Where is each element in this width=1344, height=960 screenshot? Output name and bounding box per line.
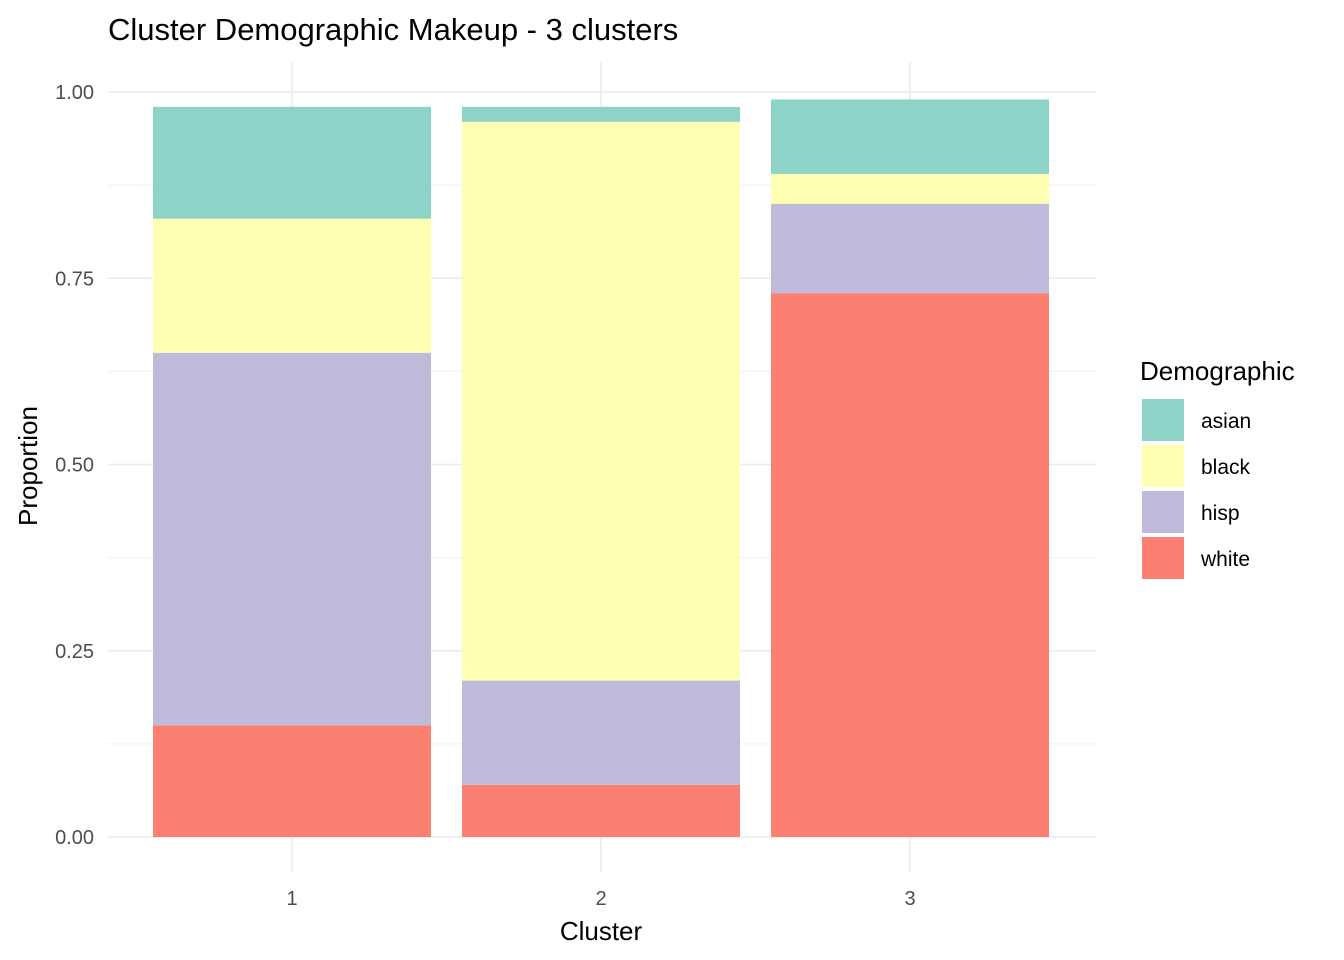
bar-segment-asian-cluster-3 bbox=[771, 99, 1049, 174]
y-tick-label: 0.75 bbox=[55, 268, 94, 290]
y-axis-title: Proportion bbox=[13, 406, 43, 526]
x-tick-label: 1 bbox=[286, 888, 297, 910]
legend-label-asian: asian bbox=[1201, 410, 1251, 433]
legend-swatch-asian bbox=[1142, 399, 1184, 441]
legend-label-hisp: hisp bbox=[1201, 502, 1240, 525]
chart-title: Cluster Demographic Makeup - 3 clusters bbox=[108, 12, 678, 47]
legend-swatch-black bbox=[1142, 445, 1184, 487]
y-axis-ticks: 0.00 0.25 0.50 0.75 1.00 bbox=[55, 82, 94, 849]
bar-segment-hisp-cluster-3 bbox=[771, 203, 1049, 294]
bar-segment-black-cluster-2 bbox=[462, 121, 740, 681]
x-tick-label: 3 bbox=[904, 888, 915, 910]
legend-items: asian black hisp white bbox=[1142, 399, 1251, 579]
legend-label-black: black bbox=[1201, 456, 1251, 479]
x-axis-ticks: 1 2 3 bbox=[286, 888, 915, 910]
legend-title: Demographic bbox=[1140, 356, 1295, 386]
x-axis-title: Cluster bbox=[560, 916, 643, 946]
y-tick-label: 0.25 bbox=[55, 641, 94, 663]
bar-segment-black-cluster-1 bbox=[153, 218, 431, 353]
legend: Demographic asian black hisp white bbox=[1140, 356, 1295, 579]
legend-swatch-hisp bbox=[1142, 491, 1184, 533]
bar-segment-hisp-cluster-1 bbox=[153, 352, 431, 726]
bar-segment-hisp-cluster-2 bbox=[462, 680, 740, 785]
bar-segment-asian-cluster-2 bbox=[462, 106, 740, 122]
bar-segment-black-cluster-3 bbox=[771, 173, 1049, 204]
x-tick-label: 2 bbox=[595, 888, 606, 910]
bar-segment-asian-cluster-1 bbox=[153, 106, 431, 219]
legend-label-white: white bbox=[1200, 548, 1250, 571]
bar-segment-white-cluster-2 bbox=[462, 784, 740, 837]
y-tick-label: 1.00 bbox=[55, 82, 94, 104]
bars bbox=[153, 99, 1049, 837]
legend-swatch-white bbox=[1142, 537, 1184, 579]
y-tick-label: 0.00 bbox=[55, 827, 94, 849]
bar-segment-white-cluster-1 bbox=[153, 725, 431, 837]
bar-segment-white-cluster-3 bbox=[771, 293, 1049, 837]
y-tick-label: 0.50 bbox=[55, 455, 94, 477]
